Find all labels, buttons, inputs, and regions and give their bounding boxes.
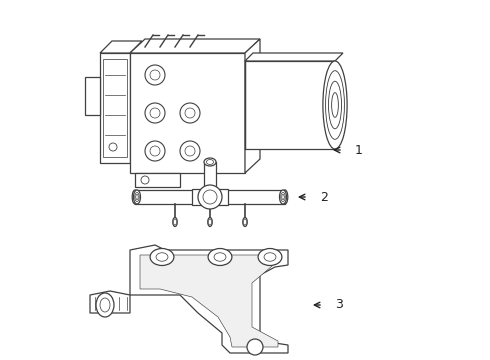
Ellipse shape <box>133 190 141 204</box>
Ellipse shape <box>173 219 176 225</box>
Circle shape <box>203 190 217 204</box>
Circle shape <box>145 103 165 123</box>
Ellipse shape <box>282 190 288 204</box>
Ellipse shape <box>136 194 138 199</box>
Text: 2: 2 <box>320 190 328 203</box>
Circle shape <box>180 103 200 123</box>
Ellipse shape <box>206 159 214 165</box>
Ellipse shape <box>244 219 246 225</box>
Ellipse shape <box>279 190 287 204</box>
Polygon shape <box>135 190 285 204</box>
Circle shape <box>145 141 165 161</box>
Circle shape <box>185 146 195 156</box>
Polygon shape <box>245 61 335 149</box>
Ellipse shape <box>323 61 347 149</box>
Polygon shape <box>140 255 278 347</box>
Text: 1: 1 <box>355 144 363 157</box>
Ellipse shape <box>258 248 282 266</box>
Polygon shape <box>90 291 130 313</box>
Circle shape <box>150 70 160 80</box>
Ellipse shape <box>96 293 114 317</box>
Ellipse shape <box>100 298 110 312</box>
Ellipse shape <box>208 217 212 226</box>
Polygon shape <box>192 189 228 205</box>
Polygon shape <box>100 53 130 163</box>
Ellipse shape <box>332 93 339 117</box>
Circle shape <box>185 108 195 118</box>
Circle shape <box>145 65 165 85</box>
Circle shape <box>150 146 160 156</box>
Circle shape <box>180 141 200 161</box>
Polygon shape <box>130 39 260 53</box>
Ellipse shape <box>204 158 216 166</box>
Ellipse shape <box>281 193 285 202</box>
Text: 3: 3 <box>335 298 343 311</box>
Ellipse shape <box>208 248 232 266</box>
Ellipse shape <box>135 193 139 202</box>
Ellipse shape <box>156 253 168 261</box>
Ellipse shape <box>264 253 276 261</box>
Ellipse shape <box>214 253 226 261</box>
Ellipse shape <box>325 71 344 139</box>
Polygon shape <box>245 53 343 61</box>
Circle shape <box>141 176 149 184</box>
Circle shape <box>150 108 160 118</box>
Polygon shape <box>130 53 245 173</box>
Circle shape <box>198 185 222 209</box>
Polygon shape <box>130 245 288 353</box>
Ellipse shape <box>328 81 342 129</box>
Polygon shape <box>135 173 180 187</box>
Ellipse shape <box>173 217 177 226</box>
Polygon shape <box>103 59 127 157</box>
Polygon shape <box>100 41 142 53</box>
Polygon shape <box>245 39 260 173</box>
Ellipse shape <box>132 190 138 204</box>
Circle shape <box>109 143 117 151</box>
Circle shape <box>247 339 263 355</box>
Ellipse shape <box>150 248 174 266</box>
Polygon shape <box>85 77 100 115</box>
Ellipse shape <box>243 217 247 226</box>
Ellipse shape <box>209 219 212 225</box>
Ellipse shape <box>282 194 284 199</box>
Polygon shape <box>204 162 216 190</box>
